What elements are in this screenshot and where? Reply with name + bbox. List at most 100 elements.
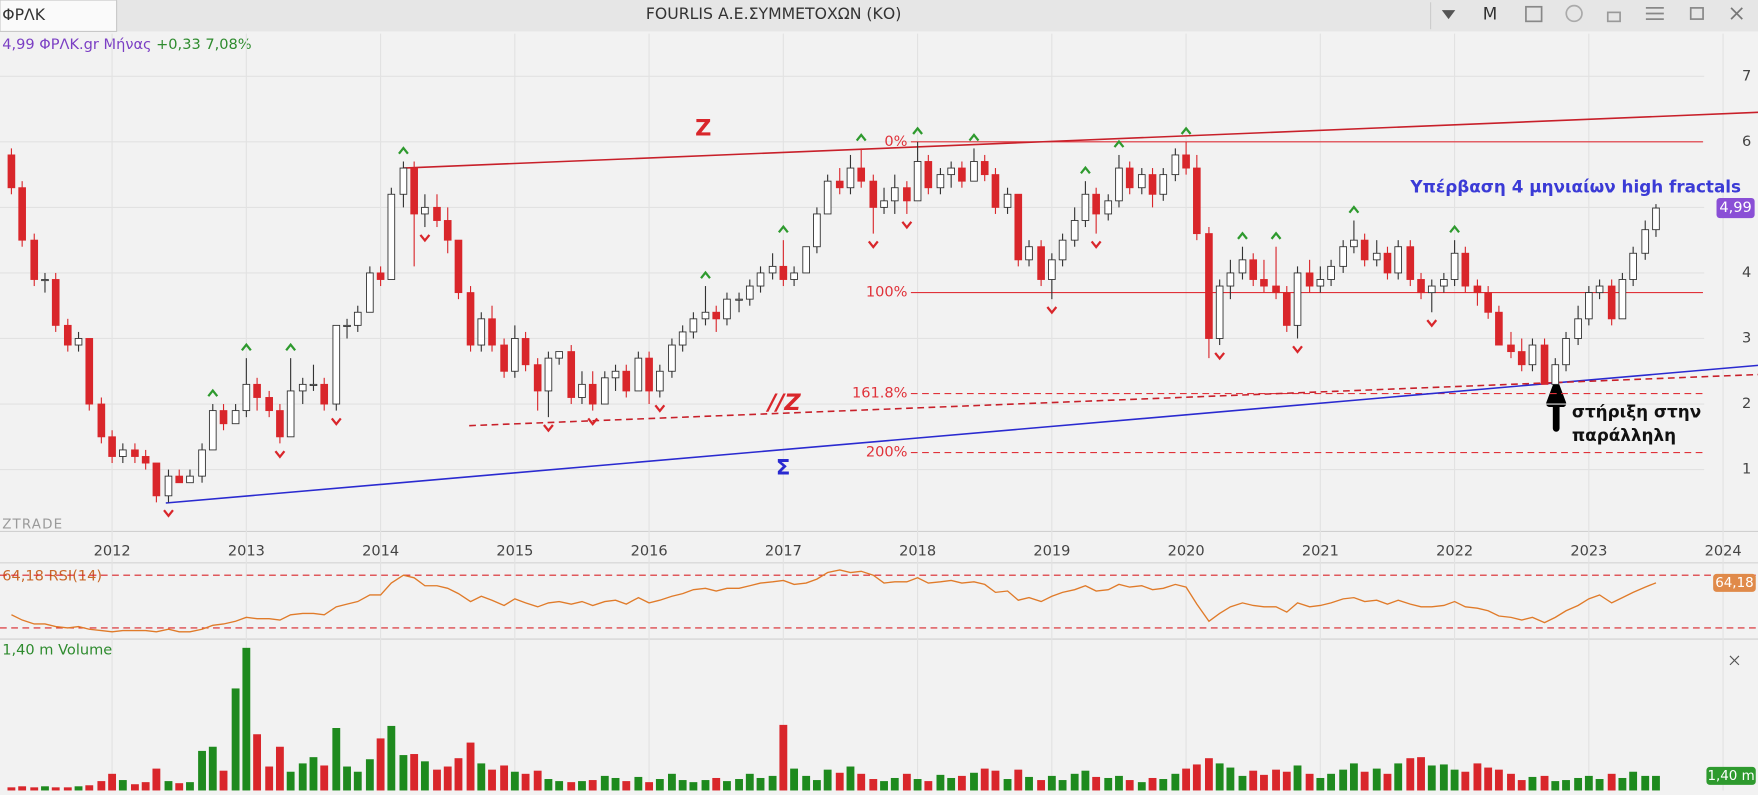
volume-bar: [1372, 768, 1381, 791]
x-tick-label: 2017: [765, 543, 802, 560]
close-button[interactable]: [1730, 7, 1743, 20]
volume-bar: [1316, 777, 1325, 791]
volume-bar: [857, 773, 866, 791]
candle-body: [1171, 154, 1180, 176]
candle-body: [924, 161, 933, 189]
panel-button[interactable]: [1525, 5, 1543, 23]
candle-body: [823, 180, 832, 215]
candle-body: [152, 462, 161, 497]
price-badge-bg: [1716, 197, 1755, 219]
volume-bar: [343, 766, 351, 791]
volume-bar: [823, 769, 832, 791]
volume-bar: [880, 781, 888, 791]
volume-bar: [902, 773, 911, 791]
volume-bar: [1226, 767, 1235, 791]
volume-bar: [85, 785, 94, 791]
candle-body: [454, 239, 463, 294]
volume-bar: [1383, 773, 1392, 791]
candle-body: [1350, 239, 1358, 248]
candle-body: [500, 344, 508, 372]
trendline: [165, 364, 1758, 504]
volume-bar: [1406, 758, 1415, 791]
fractal-up: [1237, 231, 1248, 240]
menu-button[interactable]: [1645, 7, 1664, 20]
volume-bar: [30, 787, 39, 791]
annotation: παράλληλη: [1572, 425, 1676, 445]
fractal-down: [1292, 345, 1303, 354]
candle-body: [1215, 285, 1224, 339]
comment-button[interactable]: [1565, 4, 1583, 23]
candle-body: [1226, 272, 1235, 287]
volume-bar: [1439, 764, 1448, 791]
restore-button[interactable]: [1689, 7, 1704, 20]
symbol-tab[interactable]: [0, 0, 118, 32]
volume-bar: [913, 779, 922, 791]
legend-change: +0,33 7,08%: [156, 36, 252, 53]
volume-bar: [1528, 776, 1537, 791]
candle-body: [18, 187, 26, 241]
candle-body: [1372, 252, 1381, 261]
volume-bar: [242, 647, 251, 791]
title-bar: [0, 0, 1758, 32]
rsi-line: [11, 569, 1657, 633]
candle-body: [1293, 272, 1302, 326]
candle-body: [443, 220, 452, 241]
volume-bar: [924, 781, 933, 791]
volume-bar: [1540, 775, 1549, 791]
candle-body: [869, 180, 878, 208]
candle-body: [265, 397, 273, 412]
volume-bar: [1137, 782, 1146, 791]
candle-body: [1070, 220, 1079, 241]
window-title: FOURLIS Α.Ε.ΣΥΜΜΕΤΟΧΩΝ (ΚΟ): [646, 4, 901, 23]
candle-body: [1495, 311, 1503, 346]
lock-button[interactable]: [1606, 11, 1621, 23]
x-tick-label: 2024: [1705, 543, 1742, 560]
volume-bar: [1182, 768, 1191, 791]
fractal-up: [1113, 139, 1125, 148]
candle-body: [1014, 193, 1023, 261]
candle-body: [555, 351, 563, 359]
x-tick-label: 2013: [228, 543, 265, 560]
candle-body: [1394, 246, 1403, 274]
y-tick-label: 6: [1742, 133, 1751, 150]
candle-body: [1316, 279, 1325, 287]
volume-bar: [1484, 767, 1493, 791]
volume-bar: [667, 773, 676, 791]
volume-bar: [578, 781, 586, 791]
candle-body: [1607, 285, 1616, 320]
fractal-up: [1270, 231, 1282, 240]
candle-body: [242, 383, 251, 412]
candle-body: [1383, 252, 1392, 274]
candle-body: [533, 364, 542, 392]
volume-bar: [779, 724, 788, 791]
x-tick-label: 2014: [362, 543, 399, 560]
candle-body: [1137, 174, 1146, 189]
dropdown-button[interactable]: [1441, 10, 1456, 20]
fractal-up: [207, 388, 219, 397]
candle-body: [175, 475, 184, 484]
volume-bar: [1037, 780, 1046, 791]
volume-bar: [198, 750, 206, 791]
candle-body: [668, 344, 676, 372]
candle-body: [141, 456, 150, 464]
candle-body: [366, 272, 374, 313]
close-volume[interactable]: [1729, 655, 1740, 666]
candle-body: [466, 292, 475, 346]
x-tick-label: 2023: [1570, 543, 1607, 560]
rsi-badge: 64,18: [1715, 576, 1753, 591]
volume-bar: [533, 770, 542, 791]
candle-body: [768, 265, 777, 274]
x-tick-label: 2012: [94, 543, 131, 560]
candle-body: [521, 338, 530, 366]
candle-body: [1641, 229, 1650, 254]
volume-bar: [1081, 770, 1090, 791]
period-button[interactable]: M: [1483, 4, 1498, 24]
candle-body: [1574, 318, 1582, 339]
candle-body: [578, 383, 586, 398]
candle-body: [991, 174, 1000, 208]
volume-bar: [835, 772, 844, 791]
candle-body: [1440, 279, 1448, 287]
volume-bar: [768, 775, 777, 791]
candle-body: [1104, 200, 1113, 215]
